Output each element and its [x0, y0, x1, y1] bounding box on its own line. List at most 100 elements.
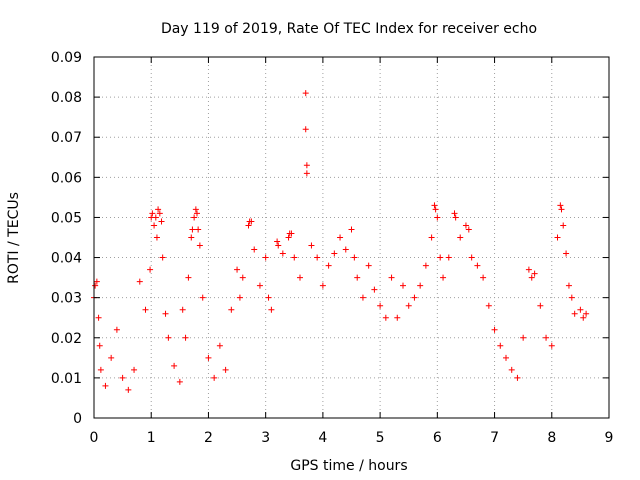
y-tick-label: 0.06	[51, 170, 82, 186]
data-point	[171, 362, 178, 369]
chart-title: Day 119 of 2019, Rate Of TEC Index for r…	[161, 21, 537, 37]
y-tick-label: 0.04	[51, 251, 82, 267]
data-point	[256, 282, 263, 289]
tick-labels: 0 1 2 3 4 5 6 7 8 9 0 0.01 0.02 0.03 0.04 0.05 0.06 0.07 0…	[51, 50, 614, 446]
data-point	[417, 282, 424, 289]
data-point	[580, 314, 587, 321]
data-point	[211, 374, 218, 381]
data-point	[199, 294, 206, 301]
data-point	[365, 262, 372, 269]
data-point	[560, 222, 567, 229]
y-tick-label: 0.05	[51, 210, 82, 226]
x-tick-label: 0	[90, 430, 99, 446]
data-point	[288, 230, 295, 237]
data-point	[303, 162, 310, 169]
data-point	[189, 226, 196, 233]
data-point	[359, 294, 366, 301]
data-point	[503, 354, 509, 361]
data-point	[457, 234, 464, 241]
x-tick-label: 5	[376, 430, 385, 446]
data-point	[275, 242, 282, 249]
data-point	[431, 202, 438, 209]
data-point	[319, 282, 326, 289]
data-point	[308, 242, 315, 249]
data-point	[297, 274, 303, 281]
data-point	[251, 246, 258, 253]
data-point	[563, 250, 570, 257]
data-point	[525, 266, 532, 273]
data-point	[228, 306, 235, 313]
data-point	[302, 90, 309, 97]
y-tick-label: 0.08	[51, 90, 82, 106]
data-point	[428, 234, 435, 241]
data-point	[474, 262, 481, 269]
data-point	[131, 366, 138, 373]
data-point	[571, 310, 578, 317]
plot-frame	[93, 56, 610, 419]
data-point	[265, 294, 272, 301]
data-point	[158, 218, 165, 225]
data-point	[491, 326, 498, 333]
y-tick-label: 0.03	[51, 291, 82, 307]
data-points	[91, 90, 590, 393]
x-tick-label: 3	[261, 430, 270, 446]
grid	[94, 57, 609, 418]
x-tick-label: 2	[204, 430, 213, 446]
data-point	[196, 242, 203, 249]
x-tick-label: 4	[318, 430, 327, 446]
data-point	[153, 234, 160, 241]
data-point	[452, 214, 459, 221]
data-point	[348, 226, 355, 233]
data-point	[205, 354, 212, 361]
data-point	[528, 274, 535, 281]
data-point	[537, 302, 544, 309]
data-point	[162, 310, 169, 317]
data-point	[451, 210, 458, 217]
data-point	[440, 274, 447, 281]
data-point	[274, 238, 281, 245]
y-axis-label: ROTI / TECUs	[6, 192, 22, 284]
data-point	[388, 274, 395, 281]
data-point	[188, 234, 195, 241]
x-axis-label: GPS time / hours	[290, 458, 407, 474]
data-point	[548, 342, 555, 349]
data-point	[165, 334, 172, 341]
data-point	[285, 234, 292, 241]
data-point	[382, 314, 389, 321]
data-point	[92, 282, 99, 289]
data-point	[279, 250, 286, 257]
data-point	[422, 262, 429, 269]
data-point	[262, 254, 269, 261]
data-point	[577, 306, 584, 313]
y-tick-label: 0.02	[51, 331, 82, 347]
data-point	[93, 278, 100, 285]
data-point	[445, 254, 452, 261]
data-point	[179, 306, 186, 313]
data-point	[113, 326, 120, 333]
data-point	[351, 254, 358, 261]
data-point	[194, 210, 200, 217]
data-point	[125, 386, 132, 393]
data-point	[314, 254, 321, 261]
data-point	[152, 214, 159, 221]
data-point	[302, 126, 309, 133]
data-point	[432, 206, 439, 213]
x-tick-label: 9	[605, 430, 614, 446]
data-point	[236, 294, 243, 301]
data-point	[543, 334, 550, 341]
data-point	[437, 254, 444, 261]
data-point	[151, 222, 158, 229]
data-point	[480, 274, 487, 281]
data-point	[245, 222, 252, 229]
y-tick-label: 0.09	[51, 50, 82, 66]
data-point	[520, 334, 527, 341]
data-point	[291, 254, 298, 261]
data-point	[557, 202, 564, 209]
data-point	[468, 254, 475, 261]
data-point	[377, 302, 384, 309]
data-point	[191, 214, 198, 221]
data-point	[508, 366, 515, 373]
x-tick-label: 1	[147, 430, 156, 446]
data-point	[400, 282, 406, 289]
